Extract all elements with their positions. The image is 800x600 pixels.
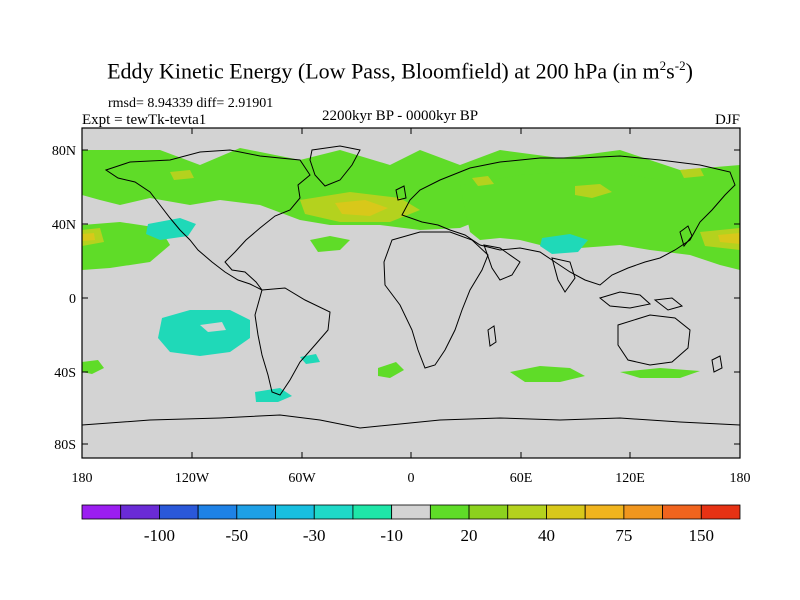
colorbar-label: -50 bbox=[225, 526, 248, 545]
colorbar-box bbox=[662, 504, 702, 520]
neutral-gap bbox=[200, 322, 226, 332]
season-label: DJF bbox=[714, 112, 740, 128]
colorbar bbox=[81, 504, 741, 520]
lat-label-40n: 40N bbox=[52, 218, 76, 233]
colorbar-label: -100 bbox=[144, 526, 175, 545]
positive-anomaly-shading bbox=[82, 148, 740, 382]
colorbar-box bbox=[159, 504, 199, 520]
colorbar-box bbox=[584, 504, 625, 520]
colorbar-labels: -100 -50 -30 -10 20 40 75 150 bbox=[144, 526, 714, 545]
negative-anomaly-shading bbox=[146, 218, 588, 402]
colorbar-label: 150 bbox=[689, 526, 715, 545]
colorbar-box bbox=[546, 504, 586, 520]
lon-label-60e: 60E bbox=[510, 471, 533, 486]
colorbar-box bbox=[507, 504, 547, 520]
strong-positive-shading-4 bbox=[575, 184, 612, 198]
lon-label-0: 0 bbox=[408, 471, 415, 486]
peak-positive-shading-3 bbox=[718, 233, 740, 244]
colorbar-box bbox=[700, 504, 741, 520]
colorbar-box bbox=[81, 504, 122, 520]
peak-positive-shading-2 bbox=[82, 233, 95, 241]
peak-positive-shading bbox=[335, 200, 388, 216]
lon-label-60w: 60W bbox=[288, 471, 316, 486]
colorbar-label: -30 bbox=[303, 526, 326, 545]
eke-difference-contours bbox=[82, 148, 740, 402]
strong-positive-shading-6 bbox=[170, 170, 194, 180]
colorbar-box bbox=[429, 504, 470, 520]
lon-label-180e: 180 bbox=[730, 471, 751, 486]
lon-label-120e: 120E bbox=[615, 471, 645, 486]
colorbar-box bbox=[236, 504, 276, 520]
colorbar-box bbox=[197, 504, 238, 520]
lat-label-40s: 40S bbox=[54, 366, 76, 381]
colorbar-label: 75 bbox=[615, 526, 632, 545]
tick-marks bbox=[82, 128, 740, 458]
rmsd-diff-stats: rmsd= 8.94339 diff= 2.91901 bbox=[108, 96, 274, 111]
coastlines bbox=[82, 145, 740, 429]
colorbar-box bbox=[391, 504, 431, 520]
colorbar-label: -10 bbox=[380, 526, 403, 545]
colorbar-label: 40 bbox=[538, 526, 555, 545]
strong-positive-shading-7 bbox=[680, 168, 704, 178]
colorbar-label: 20 bbox=[461, 526, 478, 545]
lon-label-180w: 180 bbox=[72, 471, 93, 486]
lat-label-80n: 80N bbox=[52, 144, 76, 159]
colorbar-box bbox=[313, 504, 354, 520]
lat-label-80s: 80S bbox=[54, 438, 76, 453]
colorbar-box bbox=[468, 504, 509, 520]
colorbar-box bbox=[352, 504, 393, 520]
colorbar-box bbox=[120, 504, 160, 520]
colorbar-box bbox=[623, 504, 663, 520]
plot-title: Eddy Kinetic Energy (Low Pass, Bloomfiel… bbox=[107, 58, 693, 84]
lon-label-120w: 120W bbox=[175, 471, 210, 486]
period-label: 2200kyr BP - 0000kyr BP bbox=[321, 108, 479, 124]
strong-positive-shading-5 bbox=[472, 176, 494, 186]
experiment-label: Expt = tewTk-tevta1 bbox=[82, 112, 207, 128]
colorbar-box bbox=[275, 504, 315, 520]
lat-label-eq: 0 bbox=[69, 292, 76, 307]
